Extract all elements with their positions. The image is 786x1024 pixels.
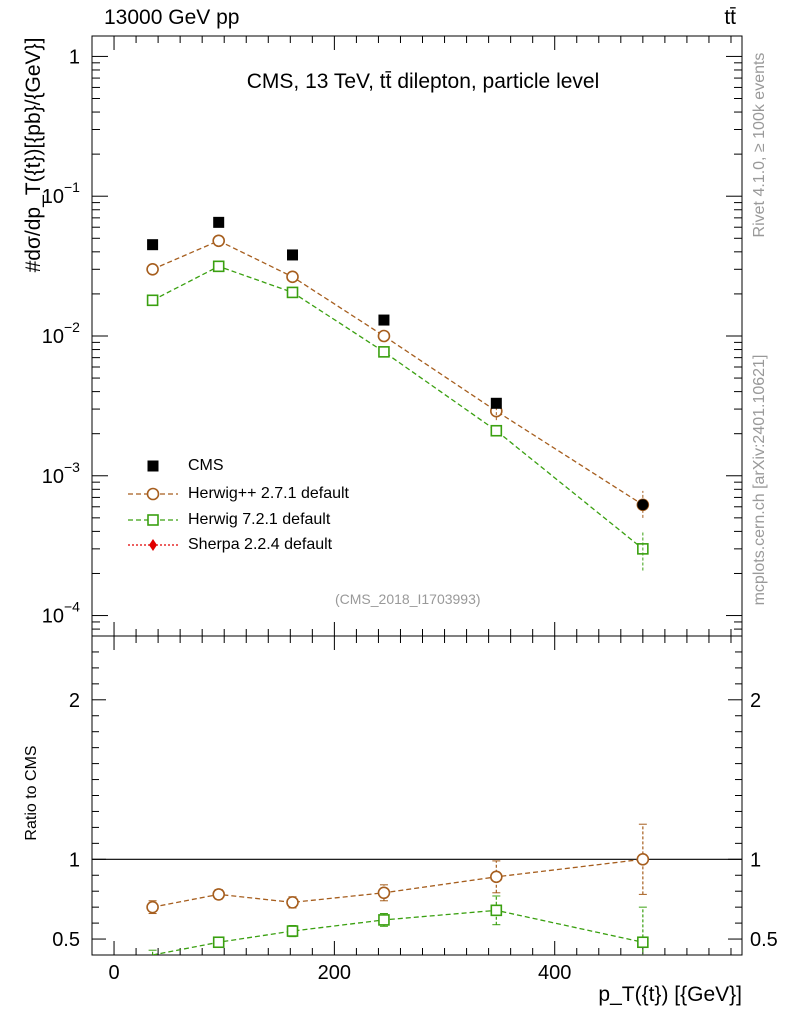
main-point-herwig-2-7-1-default (377, 329, 391, 343)
ratio-point (378, 914, 390, 926)
main-point-herwig-7-2-1-default (490, 424, 503, 437)
main-point-herwig-2-7-1-default (146, 262, 159, 276)
legend-marker (147, 514, 159, 526)
y-tick-label-ratio: 2 (69, 690, 80, 712)
legend-marker (147, 460, 159, 472)
legend-label-herwig7: Herwig 7.2.1 default (188, 511, 331, 528)
ratio-point (212, 888, 225, 901)
main-series-line-2 (152, 265, 644, 550)
ratio-y-axis-label: Ratio to CMS (23, 745, 40, 841)
ratio-point (286, 896, 299, 909)
main-point-herwig-2-7-1-default (212, 234, 225, 248)
mcplots-credit-label: mcplots.cern.ch [arXiv:2401.10621] (751, 354, 768, 606)
y-tick-exponent-main: −1 (64, 179, 80, 195)
y-tick-label-ratio-right: 2 (750, 690, 761, 712)
x-tick-label: 400 (538, 962, 571, 984)
legend-label-herwigpp: Herwig++ 2.7.1 default (188, 485, 349, 502)
legend-marker (149, 539, 157, 551)
main-series-line-1 (152, 240, 644, 506)
main-point-herwig-7-2-1-default (286, 286, 299, 299)
y-tick-label-main: 10 (42, 186, 64, 208)
y-tick-label-ratio-right: 0.5 (750, 929, 778, 951)
ratio-series-line-1 (152, 858, 643, 908)
cms-data-point (147, 239, 159, 251)
observable-label: tt̄ (724, 6, 736, 29)
y-tick-label-main: 10 (42, 466, 64, 488)
y-tick-label-main: 10 (42, 606, 64, 628)
main-y-axis-label: #dσ/dp_T({t})[{pb}/{GeV}] (22, 37, 45, 273)
ratio-point (490, 870, 503, 884)
main-point-herwig-7-2-1-default (146, 294, 159, 307)
y-tick-exponent-main: −3 (64, 459, 80, 475)
y-tick-label-ratio: 1 (69, 849, 80, 871)
main-point-herwig-2-7-1-default (286, 270, 299, 284)
ratio-point (637, 936, 649, 949)
cms-data-point (490, 397, 502, 409)
main-point-herwig-7-2-1-default (212, 260, 225, 273)
legend-marker (146, 487, 160, 501)
ratio-point (490, 904, 503, 917)
analysis-id: (CMS_2018_I1703993) (335, 591, 481, 607)
cms-data-point (378, 314, 390, 326)
plot-title: CMS, 13 TeV, tt̄ dilepton, particle leve… (246, 70, 600, 93)
x-tick-label: 200 (318, 962, 351, 984)
ratio-series-line-2 (152, 909, 643, 955)
y-tick-label-ratio-right: 1 (750, 849, 761, 871)
ratio-point (286, 925, 299, 937)
main-point-herwig-7-2-1-default (378, 346, 390, 358)
rivet-version-label: Rivet 4.1.0, ≥ 100k events (751, 52, 768, 238)
process-label: 13000 GeV pp (104, 6, 240, 29)
ratio-point (636, 852, 650, 866)
y-tick-label-ratio: 0.5 (52, 929, 80, 951)
y-tick-label-main: 10 (42, 326, 64, 348)
legend-label-cms: CMS (188, 457, 224, 474)
x-axis-label: p_T({t}) [{GeV}] (598, 983, 742, 1006)
y-tick-exponent-main: −2 (64, 319, 80, 335)
y-tick-label-main: 1 (69, 46, 80, 68)
cms-data-point (287, 249, 299, 261)
cms-data-point (637, 499, 649, 511)
x-tick-label: 0 (108, 962, 119, 984)
y-tick-exponent-main: −4 (64, 599, 80, 615)
cms-data-point (213, 216, 225, 228)
ratio-point (377, 886, 391, 900)
ratio-point (212, 936, 225, 949)
legend-label-sherpa: Sherpa 2.2.4 default (188, 536, 333, 553)
ratio-point (146, 900, 159, 914)
